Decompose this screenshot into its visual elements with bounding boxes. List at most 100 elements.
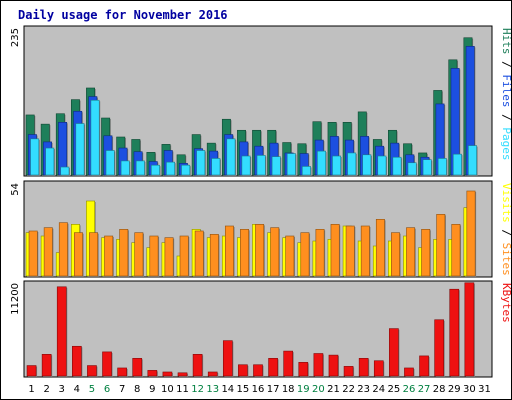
x-tick-label-day-7: 7 — [119, 384, 125, 395]
bar-requests-pages-day-25-fill — [392, 156, 402, 176]
bar-requests-pages-day-8-fill — [135, 160, 145, 176]
bar-kbytes-kbytes-day-27-fill — [419, 355, 429, 377]
bar-visitors-sites-day-3-fill — [58, 222, 68, 277]
bar-requests-pages-day-17-fill — [271, 156, 281, 176]
bar-requests-pages-day-10-fill — [166, 161, 176, 176]
bar-visitors-sites-day-25-fill — [391, 232, 400, 277]
bar-visitors-sites-day-30 — [466, 190, 477, 277]
bar-kbytes-kbytes-day-25 — [389, 328, 400, 377]
bar-visitors-sites-day-10-fill — [164, 237, 174, 277]
bar-kbytes-kbytes-day-1-fill — [26, 365, 37, 377]
bar-requests-pages-day-5-fill — [90, 99, 100, 176]
bar-requests-pages-day-4-fill — [75, 123, 85, 176]
legend-kbytes: KBytes — [500, 283, 512, 323]
x-tick-label-day-16: 16 — [252, 384, 265, 395]
bar-kbytes-kbytes-day-24 — [373, 360, 385, 377]
x-tick-label-day-29: 29 — [448, 384, 461, 395]
x-tick-label-day-8: 8 — [134, 384, 140, 395]
x-tick-label-day-22: 22 — [342, 384, 355, 395]
bar-kbytes-kbytes-day-13-fill — [207, 371, 218, 377]
bar-kbytes-kbytes-day-4-fill — [72, 345, 82, 377]
bar-kbytes-kbytes-day-9 — [147, 370, 158, 377]
bar-requests-pages-day-19-fill — [301, 166, 311, 176]
x-tick-label-day-31: 31 — [478, 384, 491, 395]
panel-kbytes-background — [23, 280, 493, 378]
bar-kbytes-kbytes-day-8-fill — [132, 358, 143, 377]
bar-visitors-sites-day-7 — [119, 229, 129, 277]
bar-visitors-sites-day-23 — [360, 225, 371, 277]
bar-visitors-sites-day-15 — [240, 229, 250, 277]
bar-requests-pages-day-2-fill — [45, 147, 55, 176]
bar-kbytes-kbytes-day-11-fill — [177, 372, 188, 377]
bar-visitors-sites-day-24 — [375, 219, 386, 277]
bar-requests-pages-day-26 — [407, 162, 418, 176]
panel-visitors-ymax-label: 54 — [10, 183, 21, 196]
bar-requests-pages-day-16-fill — [256, 155, 266, 176]
bar-visitors-sites-day-27 — [421, 229, 431, 277]
legend-sites: Sites — [500, 243, 512, 276]
bar-kbytes-kbytes-day-16 — [253, 364, 264, 377]
bar-kbytes-kbytes-day-30 — [464, 282, 475, 377]
bar-requests-pages-day-28 — [437, 158, 448, 176]
bar-kbytes-kbytes-day-7-fill — [117, 367, 127, 377]
bar-kbytes-kbytes-day-24-fill — [373, 360, 384, 377]
legend-separator: / — [500, 55, 512, 75]
bar-visitors-sites-day-14-fill — [224, 225, 234, 277]
bar-kbytes-kbytes-day-13 — [207, 371, 219, 377]
bar-requests-pages-day-30-fill — [468, 145, 477, 176]
bar-requests-pages-day-23 — [362, 154, 372, 176]
panel-requests-ymax-label: 235 — [10, 28, 21, 47]
bar-visitors-sites-day-28 — [436, 214, 446, 277]
bar-visitors-sites-day-5-fill — [89, 232, 99, 277]
bar-kbytes-kbytes-day-17-fill — [268, 358, 278, 377]
bar-requests-pages-day-24 — [377, 155, 388, 176]
panel-requests: 235 Hits / Files / Pages — [10, 25, 512, 177]
bar-kbytes-kbytes-day-30-fill — [464, 282, 475, 377]
x-tick-label-day-9: 9 — [149, 384, 155, 395]
bar-requests-pages-day-5 — [90, 99, 101, 176]
x-tick-label-day-27: 27 — [418, 384, 431, 395]
bar-visitors-sites-day-9 — [149, 235, 160, 277]
bar-visitors-sites-day-25 — [391, 232, 401, 277]
bar-requests-pages-day-22 — [347, 152, 357, 176]
bar-requests-pages-day-12-fill — [196, 150, 206, 176]
panel-kbytes: 11200 KBytes — [10, 280, 512, 378]
legend-pages: Pages — [500, 127, 512, 160]
bar-kbytes-kbytes-day-26 — [404, 367, 415, 377]
bar-kbytes-kbytes-day-22 — [343, 366, 355, 377]
bar-requests-pages-day-28-fill — [437, 158, 447, 176]
bar-visitors-sites-day-21 — [330, 224, 341, 277]
bar-visitors-sites-day-14 — [224, 225, 235, 277]
bar-visitors-sites-day-16-fill — [255, 224, 265, 277]
bar-visitors-sites-day-16 — [255, 224, 265, 277]
bar-requests-pages-day-19 — [301, 166, 312, 176]
bar-requests-pages-day-21 — [332, 155, 342, 176]
x-axis-labels: 1 2 3 4 5 6 7 8 9 10 11 12 13 14 15 16 17 18 19 20 21 22 23 24 2… — [28, 384, 490, 395]
bar-kbytes-kbytes-day-19 — [298, 362, 309, 377]
bar-kbytes-kbytes-day-23 — [358, 358, 370, 377]
bar-kbytes-kbytes-day-25-fill — [389, 328, 399, 377]
bar-visitors-sites-day-6 — [104, 235, 114, 277]
bar-requests-pages-day-22-fill — [347, 152, 357, 176]
bar-requests-pages-day-4 — [75, 123, 86, 176]
bar-visitors-sites-day-15-fill — [240, 229, 249, 277]
bar-kbytes-kbytes-day-1 — [26, 365, 38, 377]
bar-visitors-sites-day-9-fill — [149, 235, 159, 277]
chart-title: Daily usage for November 2016 — [18, 8, 228, 22]
bar-kbytes-kbytes-day-2-fill — [41, 354, 52, 377]
x-tick-label-day-1: 1 — [28, 384, 34, 395]
bar-kbytes-kbytes-day-16-fill — [253, 364, 263, 377]
legend-separator: / — [500, 223, 512, 243]
panel-visitors-legend: Visits / Sites — [500, 183, 512, 276]
bar-requests-pages-day-25 — [392, 156, 403, 176]
bar-kbytes-kbytes-day-10 — [162, 371, 173, 377]
bar-requests-pages-day-26-fill — [407, 162, 417, 176]
bar-visitors-sites-day-11 — [179, 235, 190, 277]
bar-requests-pages-day-14 — [226, 138, 237, 176]
bar-visitors-sites-day-5 — [89, 232, 99, 277]
bar-kbytes-kbytes-day-28-fill — [434, 319, 444, 377]
bar-kbytes-kbytes-day-15-fill — [238, 364, 248, 377]
bar-kbytes-kbytes-day-12 — [192, 354, 204, 377]
bar-kbytes-kbytes-day-9-fill — [147, 370, 158, 377]
x-tick-label-day-30: 30 — [463, 384, 476, 395]
